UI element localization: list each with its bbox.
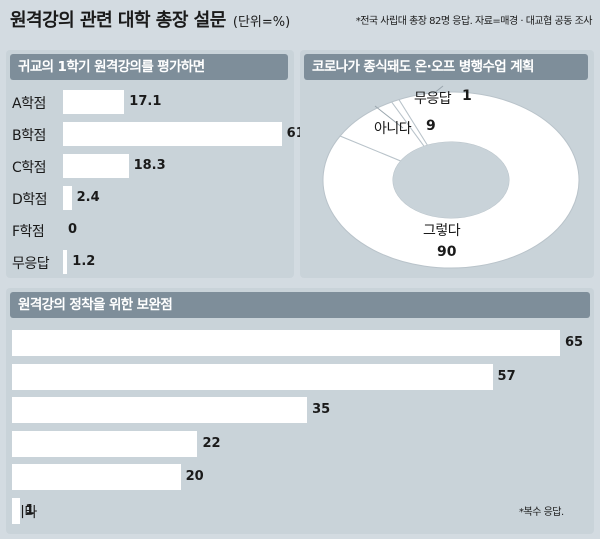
unit-label: (단위=%) (232, 15, 291, 30)
leader-line (432, 85, 444, 95)
source-note: *전국 사립대 총장 82명 응답. 자료=매경 · 대교협 공동 조사 (355, 16, 593, 27)
slice-label: 무응답 (414, 91, 452, 107)
category-label: A학점 (12, 96, 46, 112)
category-label: D학점 (12, 192, 48, 208)
bar (12, 430, 198, 457)
grade-chart-title: 귀교의 1학기 원격강의를 평가하면 (10, 54, 288, 80)
value-label: 20 (185, 469, 204, 484)
slice-value: 1 (462, 88, 472, 104)
bar (63, 186, 72, 210)
category-label: F학점 (12, 224, 45, 240)
bar (63, 154, 129, 178)
value-label: 1 (25, 502, 35, 518)
value-label: 0 (68, 222, 78, 237)
value-label: 65 (565, 335, 584, 350)
improve-chart-title: 원격강의 정착을 위한 보완점 (10, 292, 590, 318)
value-label: 35 (312, 402, 331, 417)
value-label: 1.2 (72, 254, 96, 269)
value-label: 17.1 (129, 94, 162, 109)
donut-hole (393, 142, 509, 218)
value-label: 22 (202, 435, 221, 451)
grade-panel (6, 50, 294, 278)
bar (12, 330, 560, 356)
plan-chart-title: 코로나가 종식돼도 온·오프 병행수업 계획 (304, 54, 588, 80)
slice-label: 아니다 (374, 121, 412, 137)
bar (12, 497, 21, 524)
slice-label: 그렇다 (423, 223, 461, 239)
leader-line (374, 105, 404, 129)
bar (12, 397, 308, 423)
value-label: 2.4 (76, 190, 100, 205)
category-label: B학점 (12, 128, 46, 144)
footnote: *복수 응답. (519, 507, 564, 518)
slice-value: 9 (426, 118, 436, 134)
value-label: 57 (497, 368, 516, 384)
bar (63, 250, 68, 274)
header: 원격강의 관련 대학 총장 설문 (단위=%) *전국 사립대 총장 82명 응… (10, 6, 593, 36)
category-label: 무응답 (12, 256, 50, 272)
bar (63, 90, 125, 114)
slice-value: 90 (437, 244, 457, 260)
category-label: C학점 (12, 160, 47, 176)
bar (63, 122, 282, 146)
bar (12, 363, 493, 390)
page-title: 원격강의 관련 대학 총장 설문 (10, 10, 226, 31)
value-label: 18.3 (133, 158, 166, 173)
plan-donut-chart (322, 85, 580, 269)
bar (12, 464, 181, 490)
